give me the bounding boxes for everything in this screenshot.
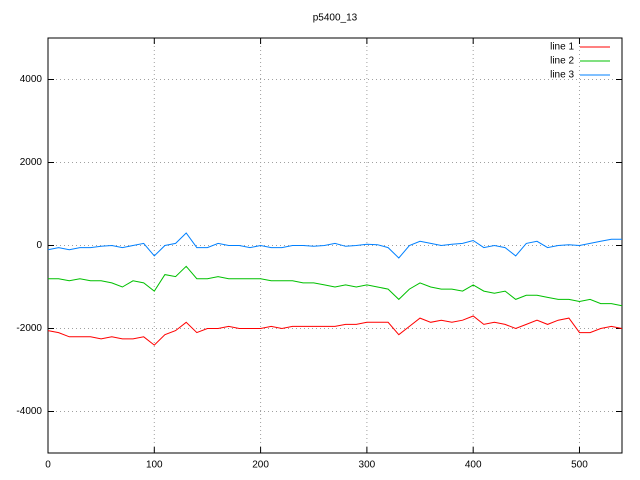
- data-line: [47, 315, 623, 346]
- y-tick-label: 4000: [20, 74, 43, 85]
- x-tick-label: 0: [45, 460, 51, 471]
- x-tick-label: 500: [571, 460, 588, 471]
- data-line: [47, 232, 622, 259]
- legend-label: line 2: [550, 56, 574, 67]
- x-tick-label: 200: [252, 460, 269, 471]
- x-tick-label: 100: [146, 460, 163, 471]
- y-tick-label: -4000: [16, 406, 42, 417]
- legend-label: line 1: [550, 42, 574, 53]
- y-tick-label: 0: [36, 240, 42, 251]
- x-tick-label: 400: [465, 460, 482, 471]
- plot-border: [47, 37, 623, 454]
- y-tick-label: 2000: [20, 157, 43, 168]
- x-tick-label: 300: [359, 460, 376, 471]
- y-tick-label: -2000: [16, 323, 42, 334]
- data-line: [48, 265, 623, 307]
- chart-title: p5400_13: [313, 13, 358, 24]
- legend-label: line 3: [550, 70, 574, 81]
